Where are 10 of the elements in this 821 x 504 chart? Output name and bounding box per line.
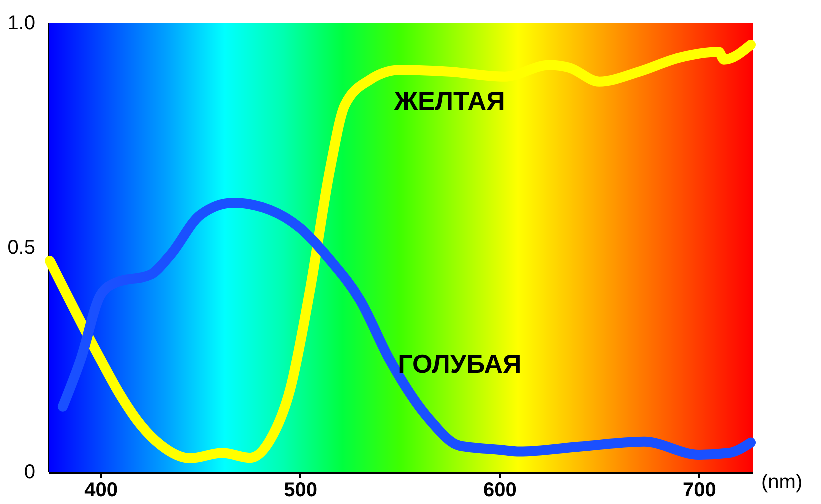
x-tick-label: 400: [84, 480, 118, 502]
x-axis-title: (nm): [762, 472, 803, 494]
y-tick-label: 1.0: [8, 12, 36, 34]
series-label: ЖЕЛТАЯ: [393, 86, 506, 116]
y-tick-label: 0.5: [8, 237, 36, 259]
series-label: ГОЛУБАЯ: [398, 348, 522, 379]
y-tick-label: 0: [24, 462, 36, 484]
x-tick-label: 600: [484, 480, 517, 502]
x-tick-label: 500: [284, 480, 318, 502]
x-tick-label: 700: [682, 480, 716, 502]
